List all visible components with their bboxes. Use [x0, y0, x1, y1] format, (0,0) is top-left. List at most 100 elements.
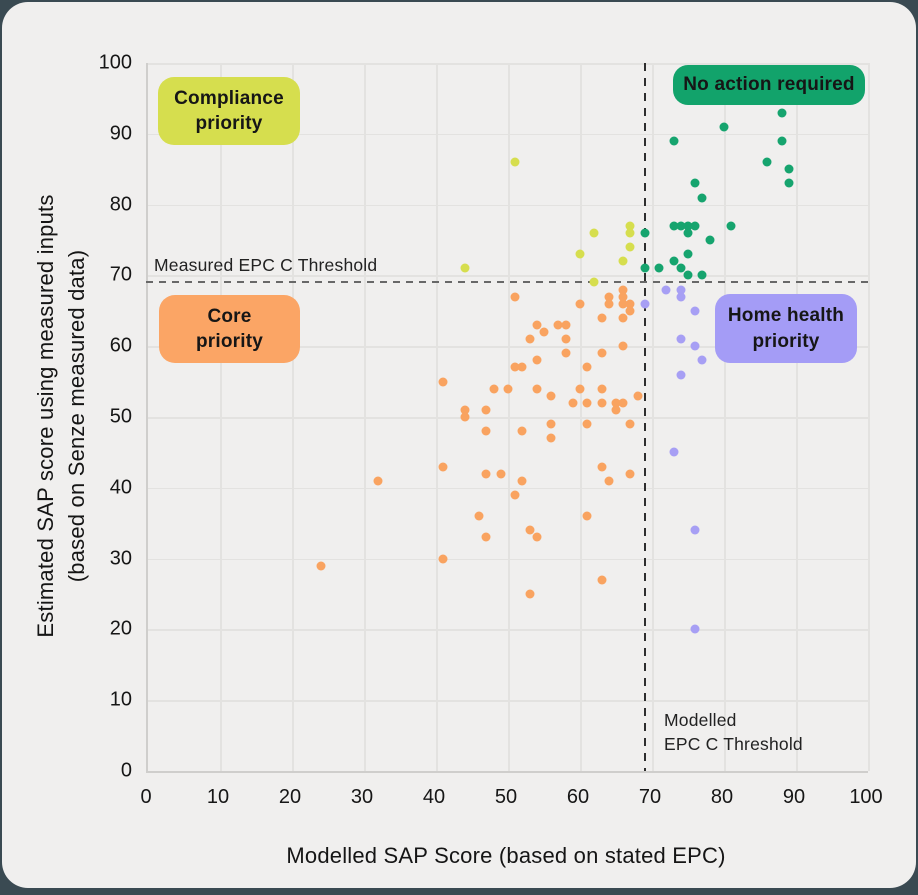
no-action-box: No action required: [673, 65, 865, 105]
data-point: [438, 377, 448, 387]
x-axis-title: Modelled SAP Score (based on stated EPC): [286, 843, 726, 868]
data-point: [568, 398, 578, 408]
data-point: [539, 327, 549, 337]
y-tick-label: 10: [109, 688, 132, 711]
data-point: [597, 575, 607, 585]
data-point: [676, 221, 686, 231]
data-point: [669, 256, 679, 266]
data-point: [589, 277, 599, 287]
data-point: [373, 476, 383, 486]
y-tick-label: 30: [109, 547, 132, 570]
data-point: [625, 469, 635, 479]
data-point: [481, 532, 491, 542]
data-point: [597, 348, 607, 358]
y-tick-label: 20: [109, 617, 132, 640]
data-point: [582, 398, 592, 408]
x-tick-label: 40: [422, 786, 446, 808]
x-gridline: [220, 63, 222, 771]
data-point: [546, 419, 556, 429]
y-tick-label: 0: [120, 759, 132, 782]
compliance-box: Compliance priority: [158, 77, 300, 145]
data-point: [784, 178, 794, 188]
data-point: [625, 228, 635, 238]
data-point: [604, 476, 614, 486]
data-point: [481, 426, 491, 436]
data-point: [575, 299, 585, 309]
data-point: [532, 320, 542, 330]
x-gridline: [436, 63, 438, 771]
x-tick-label: 60: [566, 786, 590, 808]
modelled-threshold-label: Modelled EPC C Threshold: [664, 709, 803, 756]
x-gridline: [364, 63, 366, 771]
data-point: [510, 157, 520, 167]
modelled-threshold-label-line2: EPC C Threshold: [664, 733, 803, 754]
data-point: [726, 221, 736, 231]
data-point: [438, 554, 448, 564]
data-point: [517, 362, 527, 372]
data-point: [611, 405, 621, 415]
data-point: [532, 384, 542, 394]
data-point: [676, 370, 686, 380]
compliance-box-label: Compliance priority: [174, 87, 284, 134]
data-point: [618, 313, 628, 323]
y-tick-label: 50: [109, 405, 132, 428]
data-point: [532, 355, 542, 365]
data-point: [510, 362, 520, 372]
data-point: [597, 398, 607, 408]
y-tick-label: 100: [98, 51, 132, 74]
data-point: [683, 221, 693, 231]
data-point: [697, 270, 707, 280]
plot-area: [146, 63, 870, 773]
data-point: [496, 469, 506, 479]
data-point: [676, 285, 686, 295]
data-point: [661, 285, 671, 295]
data-point: [597, 313, 607, 323]
data-point: [690, 221, 700, 231]
data-point: [683, 249, 693, 259]
y-tick-label: 40: [109, 476, 132, 499]
x-tick-label: 100: [849, 786, 883, 808]
data-point: [316, 561, 326, 571]
data-point: [525, 525, 535, 535]
x-tick-label: 50: [494, 786, 518, 808]
y-tick-label: 80: [109, 193, 132, 216]
data-point: [604, 299, 614, 309]
data-point: [640, 263, 650, 273]
data-point: [669, 447, 679, 457]
data-point: [460, 412, 470, 422]
data-point: [561, 320, 571, 330]
data-point: [460, 263, 470, 273]
x-tick-label: 20: [278, 786, 302, 808]
data-point: [597, 384, 607, 394]
data-point: [669, 136, 679, 146]
data-point: [676, 334, 686, 344]
data-point: [503, 384, 513, 394]
data-point: [525, 589, 535, 599]
data-point: [676, 292, 686, 302]
x-tick-label: 30: [350, 786, 374, 808]
data-point: [705, 235, 715, 245]
data-point: [510, 292, 520, 302]
data-point: [690, 341, 700, 351]
data-point: [669, 221, 679, 231]
data-point: [683, 228, 693, 238]
data-point: [561, 334, 571, 344]
measured-threshold-label: Measured EPC C Threshold: [154, 255, 378, 275]
y-axis-title-line1: Estimated SAP score using measured input…: [33, 194, 58, 638]
data-point: [784, 164, 794, 174]
data-point: [517, 476, 527, 486]
x-tick-label: 90: [782, 786, 806, 808]
x-gridline: [868, 63, 870, 771]
data-point: [690, 525, 700, 535]
data-point: [683, 270, 693, 280]
core-box-label: Core priority: [195, 305, 264, 352]
data-point: [640, 299, 650, 309]
data-point: [618, 256, 628, 266]
data-point: [582, 511, 592, 521]
data-point: [697, 193, 707, 203]
data-point: [697, 355, 707, 365]
data-point: [618, 398, 628, 408]
data-point: [690, 178, 700, 188]
data-point: [481, 405, 491, 415]
